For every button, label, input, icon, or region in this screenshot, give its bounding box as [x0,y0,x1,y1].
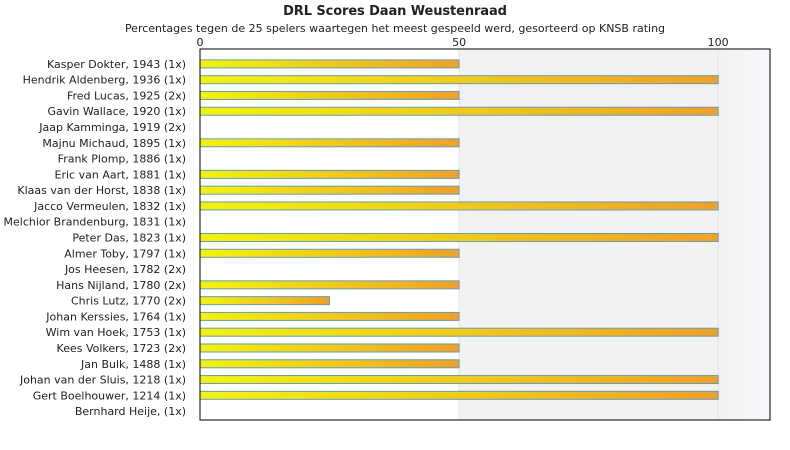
category-label: Chris Lutz, 1770 (2x) [71,295,186,308]
category-label: Fred Lucas, 1925 (2x) [67,89,186,102]
bar [199,201,719,211]
category-label: Majnu Michaud, 1895 (1x) [42,137,186,150]
bar [199,327,719,337]
bar [199,75,719,85]
category-label: Jos Heesen, 1782 (2x) [64,263,186,276]
bar [199,343,460,353]
chart-subtitle: Percentages tegen de 25 spelers waartege… [124,22,666,35]
x-tick-label: 0 [197,36,204,49]
bar [199,233,719,242]
category-label: Melchior Brandenburg, 1831 (1x) [4,216,186,229]
category-label: Johan van der Sluis, 1218 (1x) [19,374,186,387]
bar [199,311,460,321]
category-label: Hendrik Aldenberg, 1936 (1x) [23,74,186,87]
category-label: Jacco Vermeulen, 1832 (1x) [33,200,186,213]
bar [199,359,460,369]
category-label: Peter Das, 1823 (1x) [72,232,186,245]
chart-title: DRL Scores Daan Weustenraad [283,4,507,19]
category-label: Frank Plomp, 1886 (1x) [58,153,186,166]
bar [199,185,460,195]
category-label: Jaap Kamminga, 1919 (2x) [38,121,186,134]
category-label: Jan Bulk, 1488 (1x) [80,358,186,371]
category-label: Eric van Aart, 1881 (1x) [55,168,186,181]
category-label: Gert Boelhouwer, 1214 (1x) [33,389,186,402]
plot-frame [199,48,771,421]
category-label: Wim van Hoek, 1753 (1x) [46,326,186,339]
x-tick-label: 100 [708,36,729,49]
bar [199,375,719,385]
bar [199,106,719,116]
category-label: Kasper Dokter, 1943 (1x) [47,58,186,71]
category-label: Kees Volkers, 1723 (2x) [57,342,186,355]
category-label: Hans Nijland, 1780 (2x) [56,279,186,292]
category-label: Gavin Wallace, 1920 (1x) [48,105,186,118]
x-tick-label: 50 [452,36,466,49]
bar [199,90,460,100]
category-label: Bernhard Heije, (1x) [75,405,186,418]
category-label: Klaas van der Horst, 1838 (1x) [17,184,186,197]
bar [199,280,460,290]
bar [199,169,460,179]
bar [199,390,719,400]
bar [199,138,460,148]
bar [199,248,460,258]
category-label: Almer Toby, 1797 (1x) [64,247,186,260]
plot-band [718,49,770,420]
bar [199,59,460,69]
category-label: Johan Kerssies, 1764 (1x) [45,310,186,323]
bar [199,296,331,306]
